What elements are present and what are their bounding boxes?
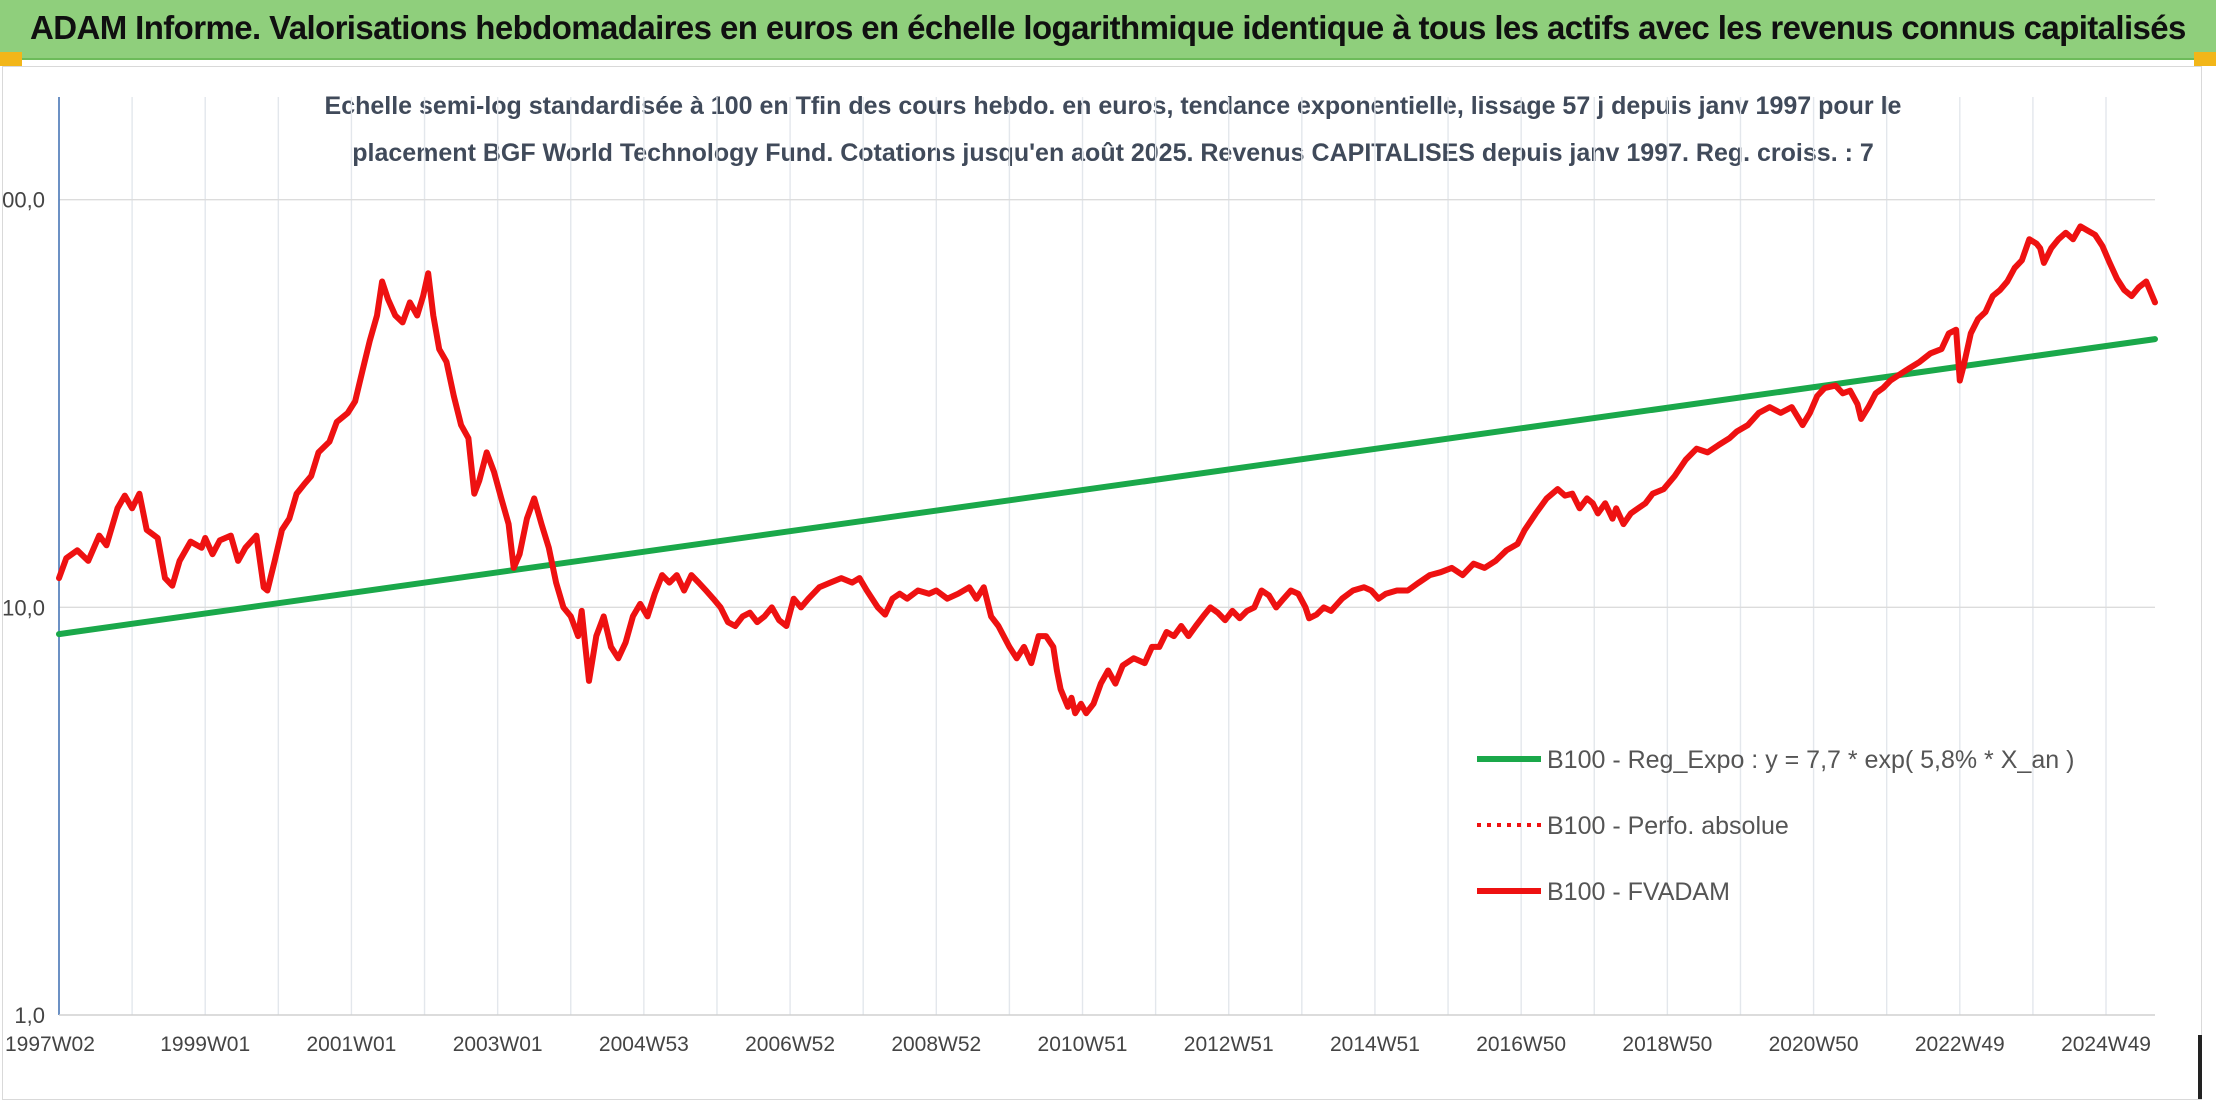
chart-title-line-2: placement BGF World Technology Fund. Cot… <box>352 139 1874 167</box>
chart-title-line-1: Echelle semi-log standardisée à 100 en T… <box>325 92 1902 120</box>
x-tick-label: 2024W49 <box>2061 1033 2151 1056</box>
y-tick-label: 1,0 <box>14 1003 45 1028</box>
series-fvadam-line <box>56 223 2158 717</box>
x-tick-label: 2014W51 <box>1330 1033 1420 1056</box>
x-tick-label: 2012W51 <box>1184 1033 1274 1056</box>
x-tick-label: 2006W52 <box>745 1033 835 1056</box>
x-tick-label: 1997W02 <box>5 1033 95 1056</box>
report-header: ADAM Informe. Valorisations hebdomadaire… <box>0 0 2216 60</box>
right-edge-bar <box>2198 1035 2202 1099</box>
x-tick-label: 2020W50 <box>1769 1033 1859 1056</box>
corner-accent-right <box>2194 52 2216 66</box>
x-tick-label: 2001W01 <box>306 1033 396 1056</box>
series-regression-line <box>56 336 2158 638</box>
plot-series <box>56 223 2158 717</box>
legend-label-fvadam: B100 - FVADAM <box>1547 878 1730 906</box>
x-tick-labels: 1997W02 1999W01 2001W01 2003W01 2004W53 2006W… <box>5 1033 2151 1056</box>
gridlines <box>58 97 2155 1015</box>
x-tick-label: 2018W50 <box>1622 1033 1712 1056</box>
x-tick-label: 1999W01 <box>160 1033 250 1056</box>
chart-svg: Echelle semi-log standardisée à 100 en T… <box>0 92 2158 1056</box>
report-title: ADAM Informe. Valorisations hebdomadaire… <box>30 9 2186 46</box>
y-tick-label: 100,0 <box>3 188 45 213</box>
corner-accent-left <box>0 52 22 66</box>
x-tick-label: 2004W53 <box>599 1033 689 1056</box>
y-tick-label: 10,0 <box>3 595 45 620</box>
x-tick-label: 2010W51 <box>1038 1033 1128 1056</box>
x-tick-label: 2022W49 <box>1915 1033 2005 1056</box>
x-tick-label: 2003W01 <box>453 1033 543 1056</box>
chart-area: Echelle semi-log standardisée à 100 en T… <box>0 66 2202 1100</box>
legend: B100 - Reg_Expo : y = 7,7 * exp( 5,8% * … <box>1477 746 2074 906</box>
axes <box>58 97 2155 1016</box>
legend-label-regression: B100 - Reg_Expo : y = 7,7 * exp( 5,8% * … <box>1547 746 2074 774</box>
legend-label-perfo: B100 - Perfo. absolue <box>1547 812 1789 840</box>
y-tick-labels: 1,0 10,0 100,0 <box>0 188 45 1028</box>
x-tick-label: 2016W50 <box>1476 1033 1566 1056</box>
x-tick-label: 2008W52 <box>891 1033 981 1056</box>
